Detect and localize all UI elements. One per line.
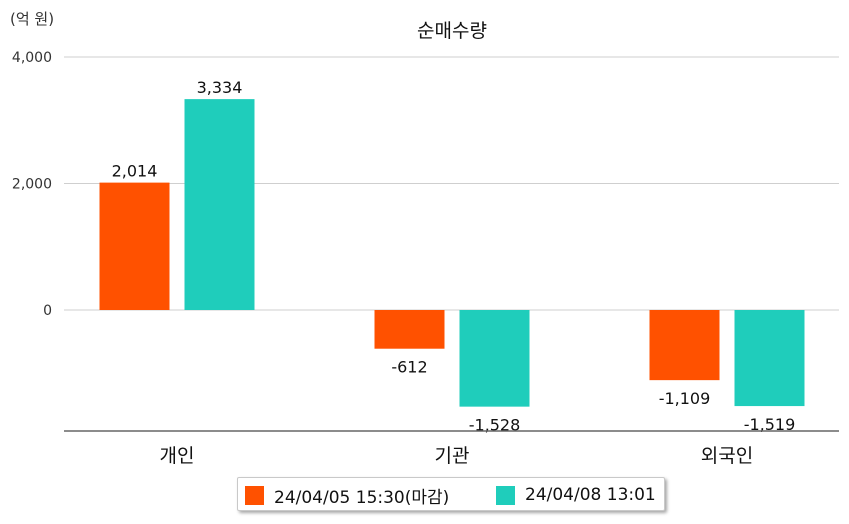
bar-s1-1[interactable]: [459, 310, 530, 407]
data-label-s0-1: -612: [391, 358, 427, 377]
legend: 24/04/05 15:30(마감) 24/04/08 13:01: [237, 477, 665, 511]
legend-swatch-1: [496, 485, 515, 505]
chart-title: 순매수량: [417, 20, 487, 42]
y-tick-label-2: 0: [43, 303, 52, 319]
bar-s0-1[interactable]: [374, 310, 445, 349]
data-label-s0-2: -1,109: [659, 389, 711, 408]
bar-s1-0[interactable]: [184, 99, 255, 310]
data-label-s0-0: 2,014: [112, 162, 158, 181]
data-label-s1-2: -1,519: [744, 415, 796, 434]
data-label-s1-1: -1,528: [469, 416, 521, 435]
legend-label-1: 24/04/08 13:01: [525, 485, 656, 505]
x-category-label-0: 개인: [160, 445, 195, 467]
legend-label-0: 24/04/05 15:30(마감): [274, 487, 450, 508]
bar-s0-0[interactable]: [99, 182, 170, 310]
legend-item-1[interactable]: 24/04/08 13:01: [496, 485, 656, 505]
bar-s1-2[interactable]: [734, 310, 805, 407]
data-label-s1-0: 3,334: [197, 78, 243, 97]
x-category-label-1: 기관: [435, 445, 470, 467]
y-tick-label-0: 4,000: [12, 50, 52, 66]
chart-unit-label: (억 원): [10, 10, 54, 28]
bar-s0-2[interactable]: [649, 310, 720, 381]
legend-swatch-0: [245, 485, 264, 505]
y-tick-label-1: 2,000: [12, 177, 52, 193]
legend-item-0[interactable]: 24/04/05 15:30(마감): [245, 485, 450, 508]
x-category-label-2: 외국인: [701, 445, 753, 467]
